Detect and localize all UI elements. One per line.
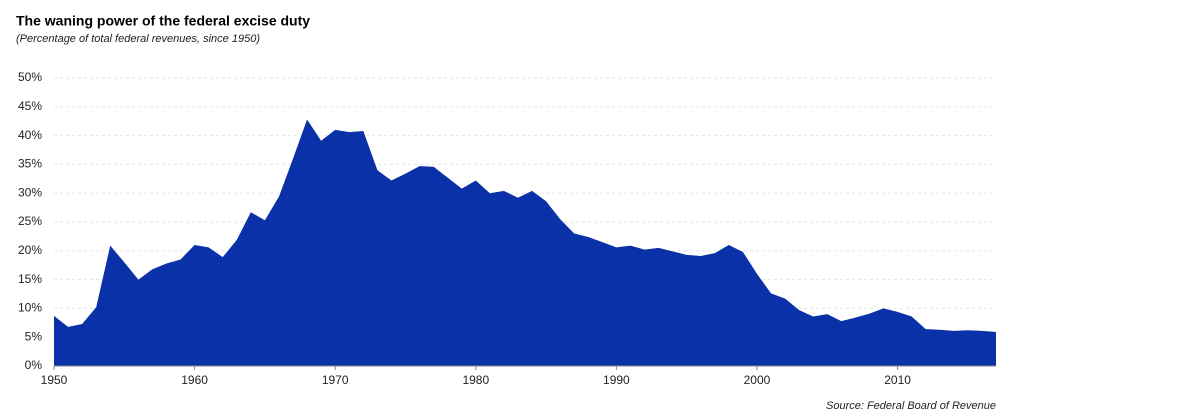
y-tick-label: 20% bbox=[18, 243, 42, 257]
area bbox=[54, 119, 996, 366]
x-tick-label: 2010 bbox=[884, 373, 911, 387]
chart-title: The waning power of the federal excise d… bbox=[16, 13, 310, 29]
source-note: Source: Federal Board of Revenue bbox=[826, 400, 996, 412]
x-tick-label: 2000 bbox=[744, 373, 771, 387]
y-tick-label: 5% bbox=[25, 329, 43, 343]
x-tick-label: 1960 bbox=[181, 373, 208, 387]
x-tick-label: 1970 bbox=[322, 373, 349, 387]
y-tick-label: 10% bbox=[18, 301, 42, 315]
chart-subtitle: (Percentage of total federal revenues, s… bbox=[16, 33, 260, 45]
x-tick-label: 1980 bbox=[462, 373, 489, 387]
y-tick-label: 35% bbox=[18, 157, 42, 171]
y-tick-label: 0% bbox=[25, 358, 43, 372]
x-tick-label: 1950 bbox=[41, 373, 68, 387]
y-tick-label: 40% bbox=[18, 128, 42, 142]
y-tick-label: 50% bbox=[18, 70, 42, 84]
y-tick-label: 30% bbox=[18, 185, 42, 199]
y-tick-label: 15% bbox=[18, 272, 42, 286]
y-tick-label: 45% bbox=[18, 99, 42, 113]
x-tick-label: 1990 bbox=[603, 373, 630, 387]
y-tick-label: 25% bbox=[18, 214, 42, 228]
